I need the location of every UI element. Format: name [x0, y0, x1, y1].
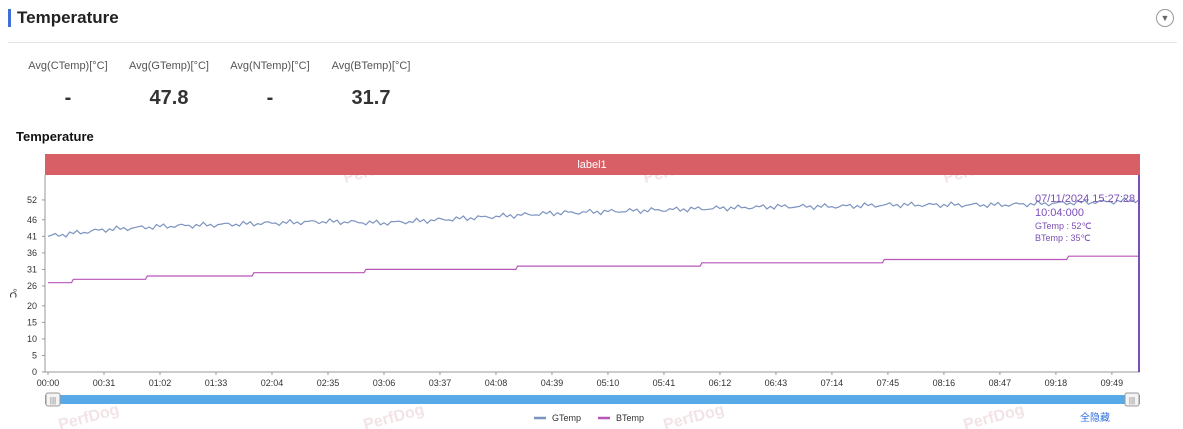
label-band	[45, 154, 1140, 175]
y-tick-group: 0 5 10 15 20 26 31 36 41 46 52	[27, 195, 45, 377]
tooltip-time: 07/11/2024 15:27:28	[1035, 193, 1135, 205]
time-range-slider-track[interactable]	[45, 395, 1140, 404]
x-tick-label: 03:37	[429, 378, 452, 388]
x-tick-label: 07:45	[877, 378, 900, 388]
x-tick-label: 01:02	[149, 378, 172, 388]
x-tick-label: 04:39	[541, 378, 564, 388]
stat-label: Avg(CTemp)[°C]	[28, 60, 108, 72]
y-tick-label: 15	[27, 317, 37, 327]
x-tick-label: 09:18	[1045, 378, 1068, 388]
stat-ctemp: Avg(CTemp)[°C] -	[13, 60, 123, 110]
slider-left-handle[interactable]	[45, 392, 61, 407]
chevron-down-icon: ▼	[1160, 13, 1170, 23]
y-tick-label: 5	[32, 350, 37, 360]
series-group	[47, 196, 1140, 284]
stat-value: -	[266, 87, 274, 109]
header-divider	[8, 42, 1177, 43]
x-tick-label: 07:14	[821, 378, 844, 388]
x-tick-label: 06:12	[709, 378, 732, 388]
y-tick-label: 20	[27, 301, 37, 311]
y-tick-label: 46	[27, 215, 37, 225]
x-tick-label: 03:06	[373, 378, 396, 388]
watermark-text: PerfDog	[362, 401, 427, 429]
tooltip-time-2: 10:04:000	[1035, 207, 1084, 219]
slider-right-handle[interactable]	[1124, 392, 1140, 407]
x-tick-label: 00:00	[37, 378, 60, 388]
watermark-text: PerfDog	[962, 401, 1027, 429]
y-tick-label: 0	[32, 367, 37, 377]
series-line-gtemp	[47, 196, 1140, 238]
y-tick-label: 31	[27, 264, 37, 274]
x-tick-group: 00:00 00:31 01:02 01:33 02:04 02:35 03:06 03:37…	[37, 372, 1123, 388]
legend-label-gtemp[interactable]: GTemp	[552, 413, 581, 423]
x-tick-label: 08:16	[933, 378, 956, 388]
watermark-text: PerfDog	[57, 401, 122, 429]
title-accent-bar	[8, 9, 11, 27]
grip-icon: |||	[1129, 396, 1135, 405]
y-tick-label: 52	[27, 195, 37, 205]
series-line-btemp	[48, 255, 1139, 284]
x-tick-label: 01:33	[205, 378, 228, 388]
y-tick-label: 41	[27, 231, 37, 241]
y-axis-label: ℃	[8, 288, 18, 298]
x-tick-label: 05:10	[597, 378, 620, 388]
tooltip-btemp: BTemp : 35℃	[1035, 233, 1091, 243]
stat-label: Avg(BTemp)[°C]	[331, 60, 411, 72]
show-all-toggle[interactable]: 全隐藏	[1080, 411, 1110, 424]
stat-ntemp: Avg(NTemp)[°C] -	[215, 60, 325, 110]
grip-icon: |||	[50, 396, 56, 405]
x-tick-label: 05:41	[653, 378, 676, 388]
watermark-text: PerfDog	[662, 401, 727, 429]
chart-title: Temperature	[16, 129, 94, 144]
x-tick-label: 04:08	[485, 378, 508, 388]
x-tick-label: 08:47	[989, 378, 1012, 388]
legend: GTemp BTemp	[534, 413, 644, 423]
tooltip-gtemp: GTemp : 52℃	[1035, 221, 1092, 231]
x-tick-label: 00:31	[93, 378, 116, 388]
stat-value: 31.7	[351, 87, 391, 109]
collapse-toggle-button[interactable]: ▼	[1156, 9, 1174, 27]
label-band-text: label1	[577, 159, 606, 171]
x-tick-label: 02:35	[317, 378, 340, 388]
section-title: Temperature	[17, 8, 119, 27]
y-tick-label: 36	[27, 248, 37, 258]
y-tick-label: 10	[27, 334, 37, 344]
x-tick-label: 06:43	[765, 378, 788, 388]
stat-value: 47.8	[149, 87, 189, 109]
y-tick-label: 26	[27, 281, 37, 291]
legend-label-btemp[interactable]: BTemp	[616, 413, 644, 423]
stat-gtemp: Avg(GTemp)[°C] 47.8	[114, 60, 224, 110]
stat-label: Avg(NTemp)[°C]	[230, 60, 310, 72]
temperature-chart[interactable]: PerfDogPerfDogPerfDogPerfDogPerfDogPerfD…	[0, 140, 1183, 429]
x-tick-label: 02:04	[261, 378, 284, 388]
stat-value: -	[64, 87, 72, 109]
stat-btemp: Avg(BTemp)[°C] 31.7	[316, 60, 426, 110]
x-tick-label: 09:49	[1101, 378, 1124, 388]
stat-label: Avg(GTemp)[°C]	[129, 60, 209, 72]
